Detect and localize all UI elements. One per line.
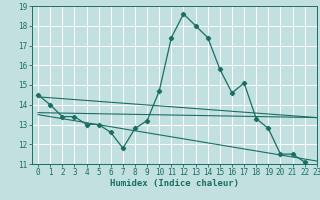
X-axis label: Humidex (Indice chaleur): Humidex (Indice chaleur): [110, 179, 239, 188]
